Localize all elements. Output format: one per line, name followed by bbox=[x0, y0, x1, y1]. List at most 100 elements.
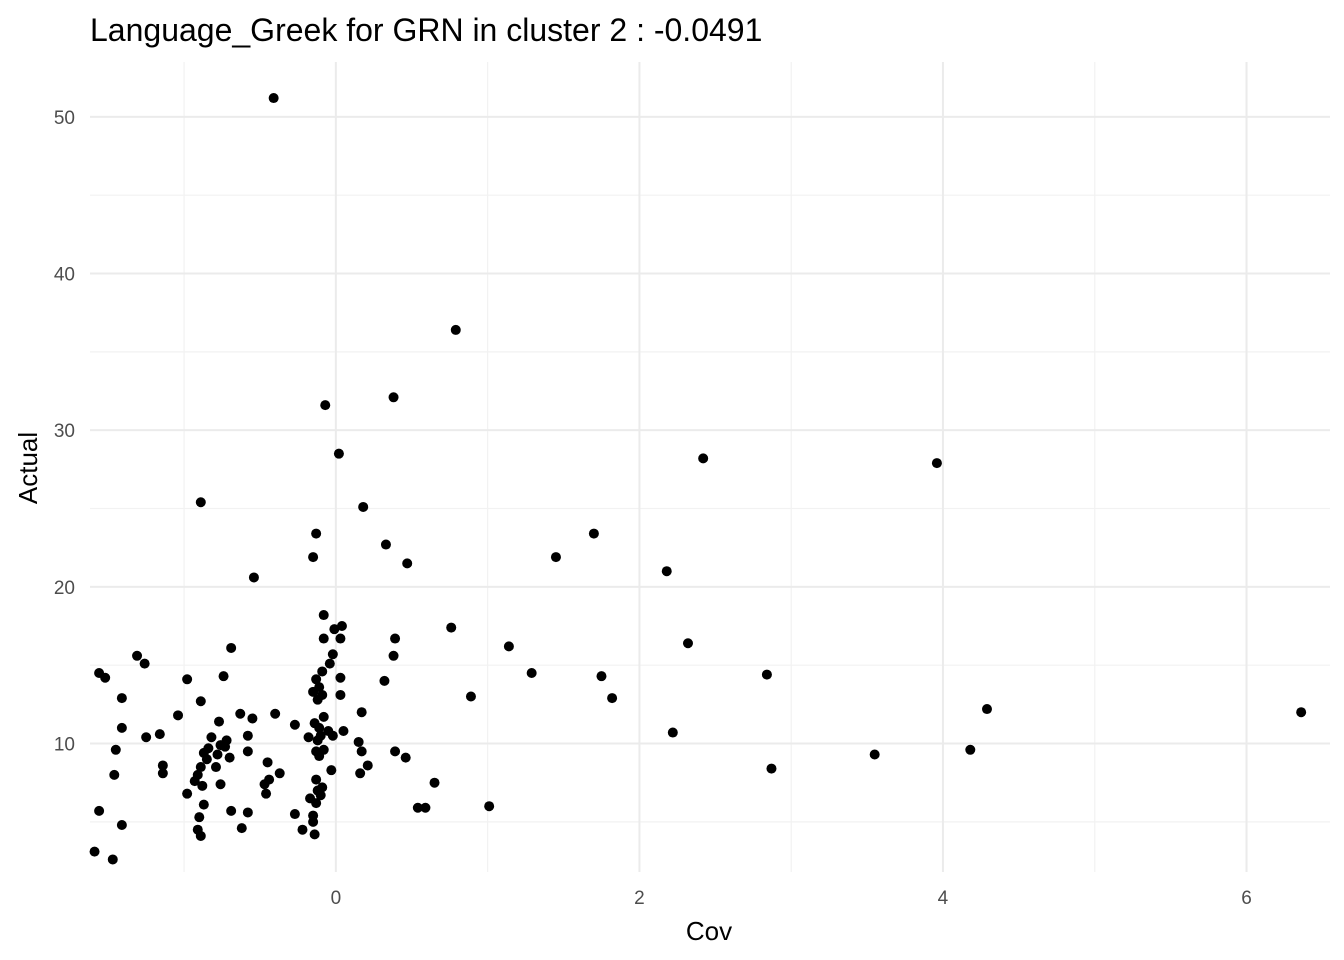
data-point bbox=[198, 799, 209, 810]
data-point bbox=[235, 708, 246, 719]
data-point bbox=[132, 650, 143, 661]
data-point bbox=[110, 744, 121, 755]
data-point bbox=[766, 763, 777, 774]
data-point bbox=[224, 752, 235, 763]
x-axis-title: Cov bbox=[686, 916, 732, 946]
y-axis-title: Actual bbox=[13, 432, 43, 504]
data-point bbox=[338, 725, 349, 736]
data-point bbox=[388, 392, 399, 403]
y-tick-label: 50 bbox=[54, 108, 75, 129]
data-point bbox=[420, 802, 431, 813]
x-tick-label: 4 bbox=[938, 888, 949, 909]
chart-title: Language_Greek for GRN in cluster 2 : -0… bbox=[90, 12, 762, 48]
data-point bbox=[484, 801, 495, 812]
y-tick-label: 20 bbox=[54, 578, 75, 599]
data-point bbox=[270, 708, 281, 719]
data-point bbox=[312, 735, 323, 746]
data-point bbox=[116, 819, 127, 830]
data-point bbox=[157, 760, 168, 771]
data-point bbox=[356, 707, 367, 718]
data-point bbox=[195, 497, 206, 508]
data-point bbox=[195, 762, 206, 773]
data-point bbox=[336, 621, 347, 632]
data-point bbox=[412, 802, 423, 813]
data-point bbox=[189, 776, 200, 787]
points-layer bbox=[89, 93, 1307, 865]
data-point bbox=[400, 752, 411, 763]
data-point bbox=[139, 658, 150, 669]
grid-major-layer bbox=[90, 62, 1330, 872]
data-point bbox=[141, 732, 152, 743]
data-point bbox=[931, 458, 942, 469]
data-point bbox=[212, 749, 223, 760]
data-point bbox=[247, 713, 258, 724]
data-point bbox=[226, 642, 237, 653]
data-point bbox=[356, 746, 367, 757]
data-point bbox=[203, 743, 214, 754]
data-point bbox=[314, 722, 325, 733]
data-point bbox=[201, 754, 212, 765]
y-tick-label: 30 bbox=[54, 421, 75, 442]
data-point bbox=[335, 689, 346, 700]
data-point bbox=[154, 729, 165, 740]
data-point bbox=[297, 824, 308, 835]
data-point bbox=[248, 572, 259, 583]
data-point bbox=[268, 93, 279, 104]
data-point bbox=[324, 658, 335, 669]
data-point bbox=[182, 674, 193, 685]
data-point bbox=[333, 448, 344, 459]
data-point bbox=[173, 710, 184, 721]
data-point bbox=[317, 666, 328, 677]
data-point bbox=[314, 751, 325, 762]
data-point bbox=[355, 768, 366, 779]
data-point bbox=[318, 711, 329, 722]
data-point bbox=[261, 788, 272, 799]
data-point bbox=[215, 779, 226, 790]
data-point bbox=[311, 774, 322, 785]
data-point bbox=[109, 769, 120, 780]
data-point bbox=[596, 671, 607, 682]
data-point bbox=[965, 744, 976, 755]
data-point bbox=[327, 649, 338, 660]
data-point bbox=[259, 779, 270, 790]
data-point bbox=[320, 400, 331, 411]
data-point bbox=[210, 762, 221, 773]
data-point bbox=[262, 757, 273, 768]
data-point bbox=[388, 650, 399, 661]
data-point bbox=[242, 746, 253, 757]
data-point bbox=[390, 746, 401, 757]
data-point bbox=[195, 696, 206, 707]
data-point bbox=[667, 727, 678, 738]
y-tick-label: 40 bbox=[54, 265, 75, 286]
data-point bbox=[380, 539, 391, 550]
data-point bbox=[311, 798, 322, 809]
data-point bbox=[195, 830, 206, 841]
data-point bbox=[116, 722, 127, 733]
data-point bbox=[236, 823, 247, 834]
data-point bbox=[289, 809, 300, 820]
data-point bbox=[242, 730, 253, 741]
data-point bbox=[289, 719, 300, 730]
data-point bbox=[311, 674, 322, 685]
data-point bbox=[274, 768, 285, 779]
data-point bbox=[226, 805, 237, 816]
data-point bbox=[318, 610, 329, 621]
data-point bbox=[869, 749, 880, 760]
data-point bbox=[327, 730, 338, 741]
data-point bbox=[402, 558, 413, 569]
data-point bbox=[94, 805, 105, 816]
data-point bbox=[197, 780, 208, 791]
data-point bbox=[326, 765, 337, 776]
tick-labels-layer: 0 2 4 6 10 20 30 40 50 bbox=[54, 108, 1252, 909]
y-tick-label: 10 bbox=[54, 735, 75, 756]
data-point bbox=[1296, 707, 1307, 718]
x-tick-label: 0 bbox=[331, 888, 342, 909]
data-point bbox=[682, 638, 693, 649]
data-point bbox=[390, 633, 401, 644]
data-point bbox=[981, 704, 992, 715]
data-point bbox=[526, 668, 537, 679]
data-point bbox=[550, 552, 561, 563]
data-point bbox=[329, 624, 340, 635]
data-point bbox=[698, 453, 709, 464]
data-point bbox=[335, 672, 346, 683]
